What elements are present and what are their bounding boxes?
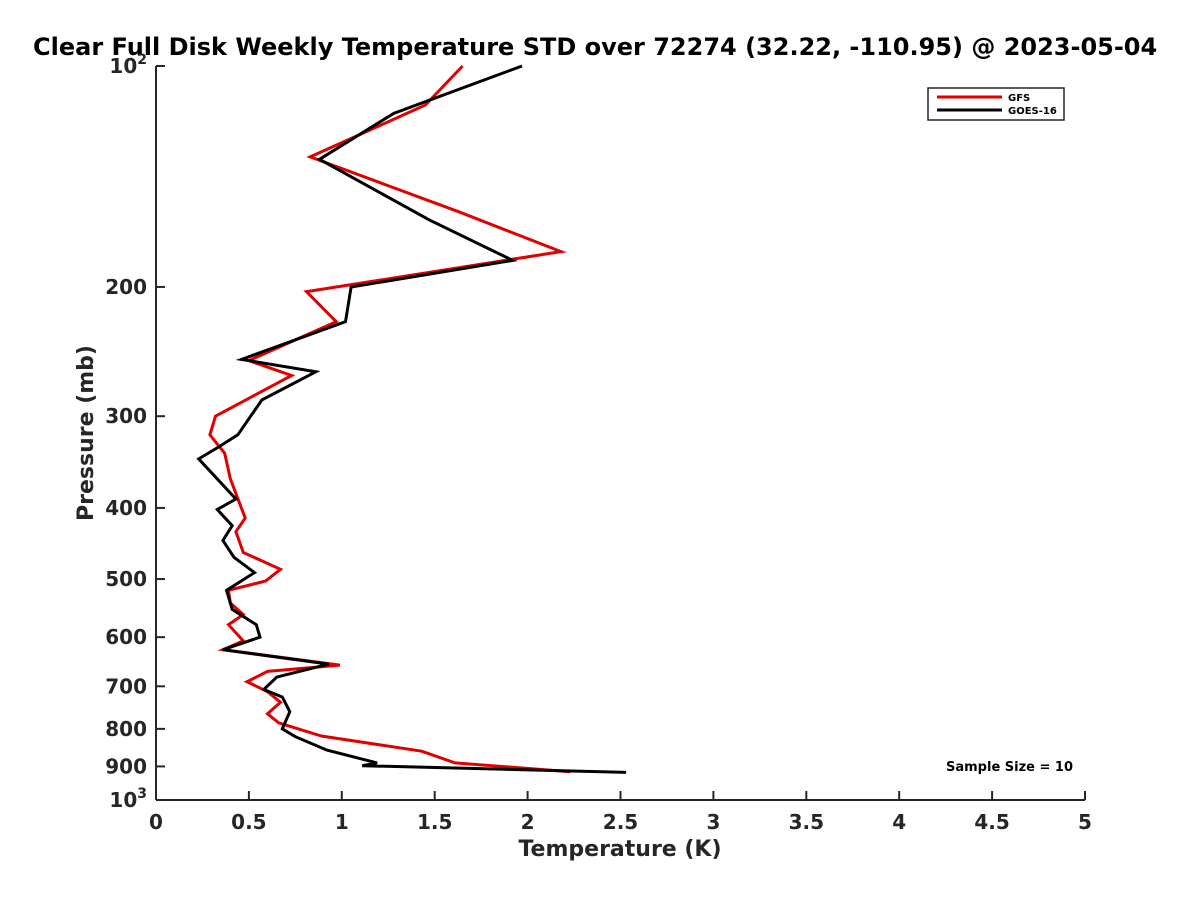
- x-tick-label: 0.5: [231, 810, 266, 834]
- sample-size-annotation: Sample Size = 10: [946, 760, 1073, 775]
- chart-title: Clear Full Disk Weekly Temperature STD o…: [33, 33, 1157, 61]
- y-tick-label: 102: [109, 52, 147, 78]
- x-tick-label: 2: [521, 810, 535, 834]
- y-tick-base: 10: [109, 54, 137, 78]
- y-tick-label: 300: [105, 404, 147, 428]
- series-line-goes-16: [196, 64, 627, 774]
- x-tick-label: 3: [706, 810, 720, 834]
- x-tick-label: 4: [892, 810, 906, 834]
- x-axis-label: Temperature (K): [518, 837, 721, 862]
- y-tick-label: 900: [105, 754, 147, 778]
- y-tick-exponent: 3: [137, 786, 147, 802]
- x-axis: 0 0.5 1 1.5 2 2.5 3 3.5 4 4.5 5: [149, 791, 1092, 834]
- series-group: [196, 64, 627, 774]
- y-tick-label: 800: [105, 717, 147, 741]
- legend-label: GOES-16: [1008, 106, 1057, 117]
- legend-box: [927, 87, 1065, 121]
- y-tick-label: 500: [105, 567, 147, 591]
- series-line-gfs: [208, 64, 571, 774]
- y-tick-label: 600: [105, 625, 147, 649]
- y-tick-label: 103: [109, 786, 147, 812]
- legend-label: GFS: [1008, 93, 1030, 104]
- x-tick-label: 3.5: [789, 810, 824, 834]
- x-tick-label: 1: [335, 810, 349, 834]
- y-axis-label: Pressure (mb): [74, 345, 99, 521]
- x-tick-label: 0: [149, 810, 163, 834]
- x-tick-label: 1.5: [417, 810, 452, 834]
- y-tick-label: 700: [105, 674, 147, 698]
- y-tick-label: 400: [105, 496, 147, 520]
- y-tick-base: 10: [109, 788, 137, 812]
- legend: GFS GOES-16: [927, 87, 1065, 121]
- x-tick-label: 2.5: [603, 810, 638, 834]
- x-tick-label: 4.5: [974, 810, 1009, 834]
- y-tick-exponent: 2: [137, 52, 147, 68]
- x-tick-label: 5: [1078, 810, 1092, 834]
- y-tick-label: 200: [105, 275, 147, 299]
